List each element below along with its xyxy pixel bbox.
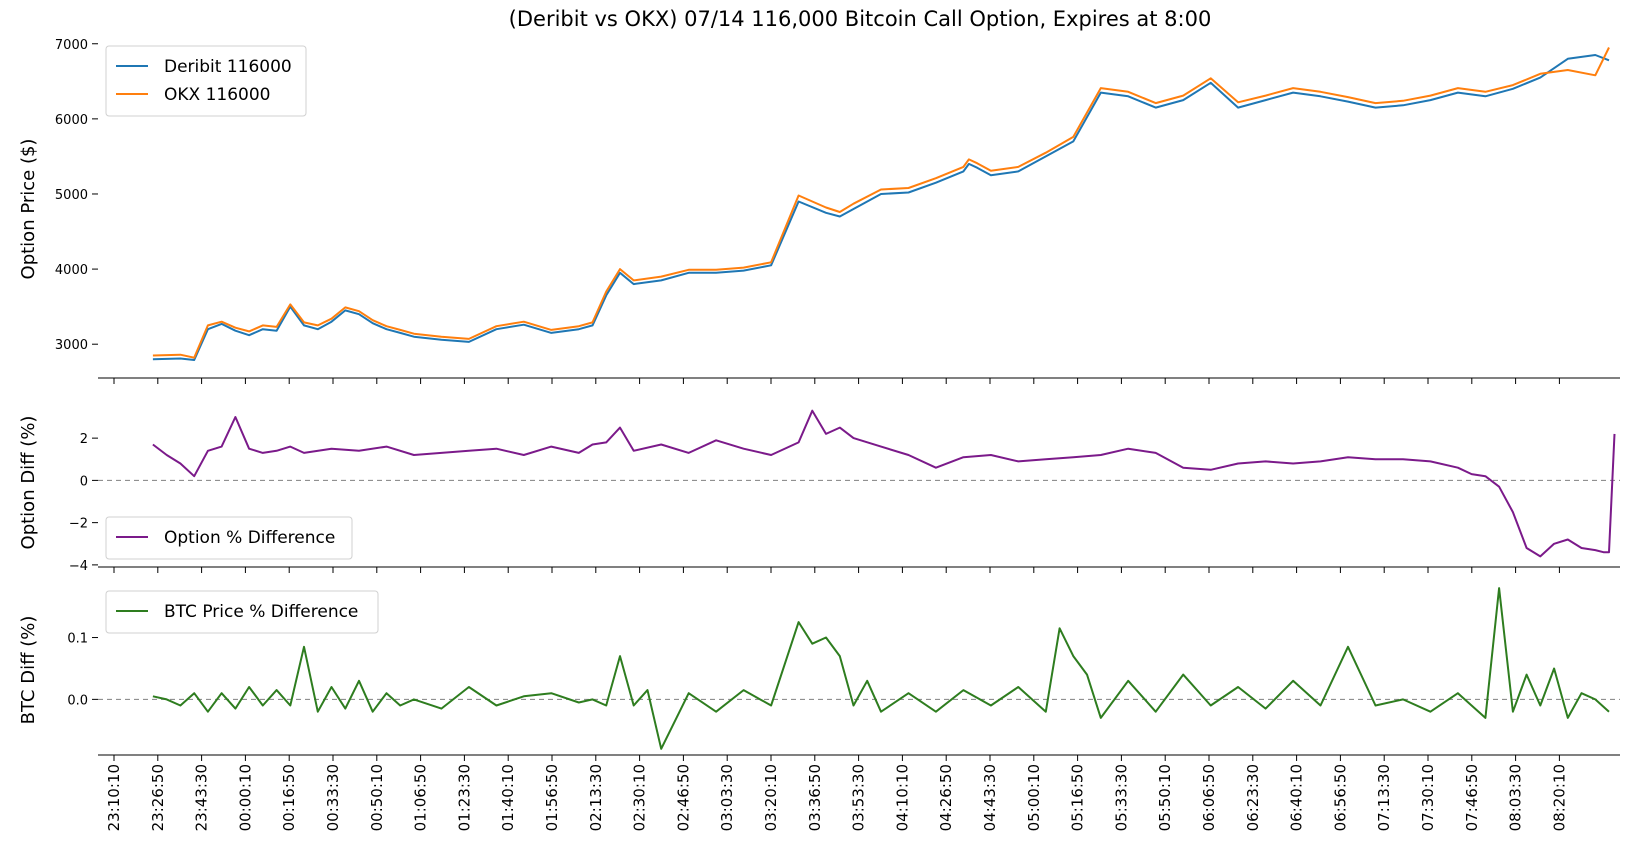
y-tick-label: −4 (69, 559, 88, 574)
x-tick-label: 06:23:30 (1244, 764, 1262, 831)
x-tick-label: 00:16:50 (280, 764, 298, 831)
x-tick-label: 01:23:30 (455, 764, 473, 831)
y-axis-label: Option Diff (%) (18, 416, 39, 550)
x-tick-label: 06:56:50 (1331, 764, 1349, 831)
y-tick-label: −2 (69, 517, 88, 532)
y-tick-label: 0 (80, 474, 88, 489)
x-tick-label: 00:00:10 (236, 764, 254, 831)
x-tick-label: 04:10:10 (893, 764, 911, 831)
x-tick-label: 06:40:10 (1288, 764, 1306, 831)
x-tick-label: 07:13:30 (1375, 764, 1393, 831)
x-tick-label: 05:50:10 (1156, 764, 1174, 831)
x-tick-label: 06:06:50 (1200, 764, 1218, 831)
y-tick-label: 0.0 (67, 693, 88, 708)
legend-label: BTC Price % Difference (164, 602, 358, 622)
x-tick-label: 03:03:30 (718, 764, 736, 831)
legend-label: Option % Difference (164, 528, 335, 548)
y-tick-label: 5000 (55, 188, 88, 203)
series-line-okx-116000 (152, 47, 1610, 359)
x-tick-label: 02:30:10 (631, 764, 649, 831)
x-tick-label: 02:13:30 (587, 764, 605, 831)
series-line-btc-price-difference (152, 587, 1610, 750)
x-tick-label: 01:40:10 (499, 764, 517, 831)
x-tick-label: 05:00:10 (1025, 764, 1043, 831)
x-tick-label: 08:20:10 (1550, 764, 1568, 831)
y-tick-label: 6000 (55, 113, 88, 128)
x-tick-label: 03:53:30 (850, 764, 868, 831)
x-tick-label: 04:43:30 (981, 764, 999, 831)
x-tick-label: 03:36:50 (806, 764, 824, 831)
y-tick-label: 0.1 (67, 632, 88, 647)
y-tick-label: 2 (80, 432, 88, 447)
x-tick-label: 07:30:10 (1419, 764, 1437, 831)
x-tick-label: 08:03:30 (1507, 764, 1525, 831)
x-tick-label: 07:46:50 (1463, 764, 1481, 831)
y-axis-label: Option Price ($) (18, 139, 39, 280)
legend-box (105, 516, 353, 560)
x-tick-label: 23:10:10 (105, 764, 123, 831)
x-tick-label: 04:26:50 (937, 764, 955, 831)
x-tick-label: 01:56:50 (543, 764, 561, 831)
y-tick-label: 4000 (55, 263, 88, 278)
x-tick-label: 23:43:30 (193, 764, 211, 831)
x-tick-label: 05:16:50 (1069, 764, 1087, 831)
series-line-option-difference (152, 409, 1616, 558)
legend-box (105, 45, 307, 117)
series-line-deribit-116000 (152, 54, 1610, 361)
x-tick-label: 23:26:50 (149, 764, 167, 831)
y-axis-label: BTC Diff (%) (18, 616, 39, 725)
x-tick-label: 00:50:10 (368, 764, 386, 831)
x-axis: 23:10:10 23:26:50 23:43:30 00:00:10 00:16:50… (105, 764, 1568, 831)
x-tick-label: 02:46:50 (674, 764, 692, 831)
btc-diff-panel: 0.0 0.1 BTC Diff (%) BTC Price % Difference (18, 587, 1620, 761)
x-tick-label: 03:20:10 (762, 764, 780, 831)
y-tick-label: 7000 (55, 38, 88, 53)
x-tick-label: 01:06:50 (412, 764, 430, 831)
price-panel: 3000 4000 5000 6000 7000 Option Price ($) Deri… (18, 38, 1620, 384)
legend-label: Deribit 116000 (164, 57, 292, 77)
y-tick-label: 3000 (55, 338, 88, 353)
x-tick-label: 05:33:30 (1112, 764, 1130, 831)
option-diff-panel: −4 −2 0 2 Option Diff (%) Option % Difference (18, 409, 1620, 574)
legend-label: OKX 116000 (164, 85, 270, 105)
x-tick-label: 00:33:30 (324, 764, 342, 831)
chart-title: (Deribit vs OKX) 07/14 116,000 Bitcoin C… (509, 7, 1212, 31)
legend-box (105, 590, 379, 634)
